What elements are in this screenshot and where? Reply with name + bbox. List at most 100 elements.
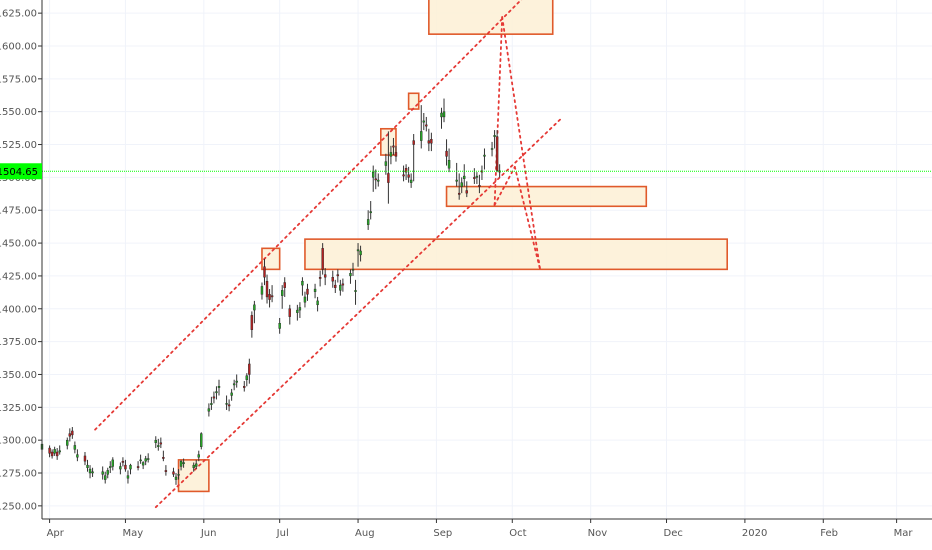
candle: [339, 279, 342, 296]
candle-body: [101, 471, 104, 475]
candle-body: [48, 447, 51, 454]
candle: [250, 311, 254, 338]
candle-body: [235, 380, 238, 383]
candle-body: [162, 457, 165, 459]
candle: [101, 466, 104, 480]
candle-body: [447, 160, 451, 169]
candle: [402, 165, 405, 182]
candle: [316, 296, 319, 312]
candle: [495, 130, 499, 173]
candle-body: [232, 383, 236, 386]
candle-body: [288, 308, 291, 317]
y-axis-ticks: 1250.00 1275.00 1300.00 1325.00 1350.00 1375.…: [0, 9, 42, 512]
candle-body: [490, 148, 494, 150]
candle: [76, 449, 79, 462]
annotation-box: [407, 92, 420, 110]
candle-body: [442, 111, 446, 118]
x-tick-label: Feb: [820, 528, 838, 539]
candle-body: [298, 307, 302, 311]
candle: [73, 441, 77, 454]
candle: [245, 373, 249, 387]
candle: [139, 454, 142, 464]
candle: [493, 130, 496, 149]
candle: [164, 465, 168, 476]
y-tick-label: 1375.00: [0, 337, 37, 348]
candle-body: [473, 177, 476, 179]
candle-body: [321, 248, 324, 270]
candle: [157, 438, 160, 451]
candle-body: [389, 152, 393, 157]
trend-line: [94, 0, 523, 431]
candle-body: [179, 460, 183, 467]
candle: [427, 128, 431, 152]
candle-body: [430, 139, 433, 144]
candle-body: [392, 145, 395, 148]
candle: [215, 386, 218, 400]
candle-body: [427, 140, 431, 144]
candle-body: [192, 464, 195, 468]
candle: [177, 469, 180, 480]
candle: [425, 116, 428, 132]
candle: [318, 270, 322, 287]
candle: [447, 148, 451, 173]
candle: [146, 453, 150, 463]
candle: [341, 278, 345, 292]
candle-body: [420, 131, 423, 141]
candle: [313, 283, 317, 299]
candle-body: [270, 295, 274, 298]
candle-body: [334, 284, 337, 288]
x-tick-label: Jul: [276, 528, 289, 539]
candle: [104, 471, 107, 484]
candle-body: [136, 466, 140, 468]
candle: [225, 395, 228, 410]
candle: [372, 165, 375, 192]
candle: [455, 162, 458, 187]
candles: [40, 98, 501, 485]
x-tick-label: Nov: [588, 528, 608, 539]
candle: [445, 139, 448, 166]
candle: [50, 449, 54, 459]
candle: [377, 173, 380, 187]
candle: [351, 262, 355, 276]
x-tick-label: 2020: [742, 528, 767, 539]
candle-body: [359, 250, 362, 256]
candle-body: [126, 475, 130, 479]
candle: [463, 164, 466, 187]
candle: [182, 458, 185, 468]
candle: [136, 461, 140, 471]
candle-body: [197, 454, 200, 458]
candle: [475, 172, 479, 184]
candle-body: [91, 471, 94, 474]
candle: [109, 461, 112, 474]
candle: [298, 302, 302, 318]
candle: [106, 467, 109, 479]
candle-body: [495, 136, 499, 172]
candle-body: [402, 174, 405, 177]
candle-body: [50, 451, 54, 457]
y-tick-label: 1350.00: [0, 370, 37, 381]
candle-body: [177, 474, 180, 476]
candle: [349, 269, 352, 284]
candle: [217, 379, 221, 396]
current-price-badge: 1504.65: [0, 163, 42, 180]
candle: [119, 462, 122, 475]
candle-body: [354, 290, 357, 292]
candle: [159, 437, 163, 449]
candle-body: [387, 173, 390, 183]
candle-body: [200, 433, 203, 447]
candle-body: [493, 135, 496, 137]
y-tick-label: 1300.00: [0, 436, 37, 447]
candle: [207, 403, 211, 417]
candle-body: [225, 403, 228, 405]
candle-body: [260, 286, 264, 295]
candle: [253, 300, 256, 324]
candle: [323, 268, 327, 286]
candle: [71, 427, 74, 439]
candle: [55, 448, 59, 460]
x-tick-label: Jun: [200, 528, 217, 539]
candle-body: [245, 375, 249, 380]
candle-body: [409, 179, 413, 183]
candle: [389, 145, 393, 165]
candle-body: [119, 466, 122, 470]
